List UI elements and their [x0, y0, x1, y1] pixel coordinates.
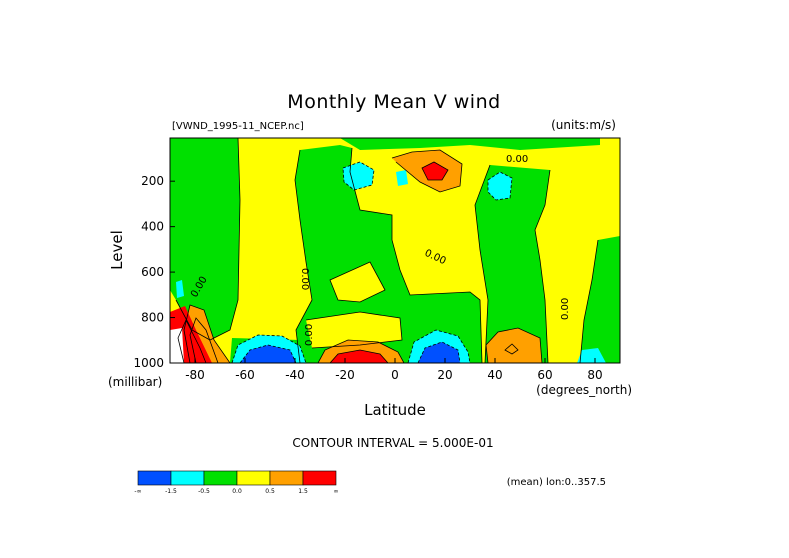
white-polar-missing [170, 328, 184, 363]
cyan-core-upper-north [488, 172, 512, 200]
y-tick-label: 1000 [133, 356, 164, 370]
units-label: (units:m/s) [551, 118, 616, 132]
x-tick-label: -80 [185, 368, 205, 382]
colorbar-tick-label: 0.5 [265, 488, 275, 495]
footer-note: (mean) lon:0..357.5 [507, 477, 606, 488]
chart-title: Monthly Mean V wind [287, 91, 500, 113]
contour-label: 0.00 [299, 268, 310, 290]
colorbar-tick-label: 1.5 [298, 488, 308, 495]
x-tick-label: 40 [487, 368, 502, 382]
x-tick-label: -60 [235, 368, 255, 382]
x-tick-label: 60 [537, 368, 552, 382]
colorbar-swatch [170, 470, 205, 486]
x-axis-ticks: -80 -60 -40 -20 0 20 40 60 80 [185, 358, 603, 382]
x-axis-label: Latitude [364, 401, 426, 419]
green-band-north [475, 165, 550, 363]
x-tick-label: -40 [285, 368, 305, 382]
colorbar-swatch [137, 470, 172, 486]
x-tick-label: -20 [335, 368, 355, 382]
green-band-polar [580, 236, 620, 363]
blue-lobe-south [240, 345, 296, 363]
colorbar-swatch [302, 470, 337, 486]
x-tick-label: 80 [587, 368, 602, 382]
colorbar-tick-label: -∞ [134, 488, 141, 495]
blue-lobe-eq [418, 342, 460, 363]
contour-label: 0.00 [304, 324, 315, 346]
colorbar-tick-label: ∞ [334, 488, 339, 495]
file-label: [VWND_1995-11_NCEP.nc] [172, 121, 304, 132]
y-tick-label: 800 [141, 311, 164, 325]
y-axis-label: Level [108, 230, 126, 270]
colorbar-tick-label: 0.0 [232, 488, 242, 495]
x-tick-label: 0 [391, 368, 399, 382]
contour-label: 0.00 [506, 154, 528, 165]
contour-interval-text: CONTOUR INTERVAL = 5.000E-01 [292, 436, 493, 450]
yellow-lower-central [306, 312, 402, 348]
green-band-south [170, 138, 240, 340]
yellow-tongue [330, 262, 385, 302]
colorbar: -∞ -1.5 -0.5 0.0 0.5 1.5 ∞ [134, 470, 339, 495]
colorbar-swatch [236, 470, 271, 486]
plot-area [170, 138, 620, 363]
cyan-core-upper-small [396, 170, 408, 186]
colorbar-swatch [203, 470, 238, 486]
colorbar-tick-label: -1.5 [165, 488, 177, 495]
y-axis-ticks: 200 400 600 800 1000 [133, 174, 175, 370]
y-tick-label: 600 [141, 265, 164, 279]
colorbar-tick-label: -0.5 [198, 488, 210, 495]
x-tick-label: 20 [437, 368, 452, 382]
green-band-upper [340, 138, 600, 150]
x-axis-unit: (degrees_north) [536, 383, 632, 397]
y-tick-label: 200 [141, 174, 164, 188]
contour-label: 0.00 [560, 298, 571, 320]
y-axis-unit: (millibar) [108, 375, 162, 389]
colorbar-swatch [269, 470, 304, 486]
green-band-central [295, 145, 482, 363]
cyan-core-upper-south [343, 162, 374, 190]
y-tick-label: 400 [141, 220, 164, 234]
cyan-lobe-polar [577, 348, 606, 363]
cyan-core-polar [176, 280, 184, 298]
contour-lines [175, 138, 599, 363]
contour-lines-negative [231, 161, 513, 363]
